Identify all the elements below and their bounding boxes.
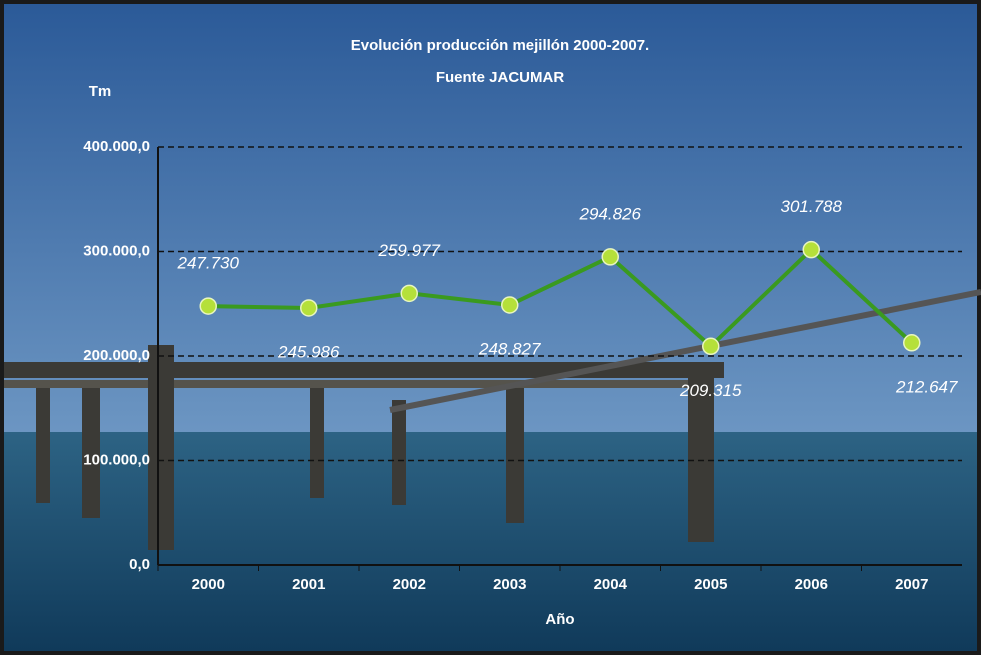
x-axis-label: Año xyxy=(545,611,574,628)
value-label: 247.730 xyxy=(177,254,240,273)
y-axis-label: Tm xyxy=(89,83,112,100)
marker xyxy=(300,299,318,317)
value-label: 294.826 xyxy=(579,204,642,223)
value-label: 259.977 xyxy=(378,241,441,260)
x-tick-label: 2003 xyxy=(493,576,526,593)
y-tick-label: 200.000,0 xyxy=(83,347,150,364)
value-label: 248.827 xyxy=(478,339,541,358)
chart-subtitle: Fuente JACUMAR xyxy=(436,69,565,86)
marker xyxy=(400,284,418,303)
value-label: 245.986 xyxy=(277,342,340,361)
chart-title: Evolución producción mejillón 2000-2007. xyxy=(351,37,649,54)
x-tick-label: 2001 xyxy=(292,576,325,593)
pier xyxy=(4,289,981,550)
marker xyxy=(501,296,519,314)
x-tick-label: 2006 xyxy=(795,576,828,593)
value-label: 301.788 xyxy=(781,197,843,216)
marker xyxy=(802,240,820,259)
value-label: 209.315 xyxy=(679,381,742,400)
x-tick-label: 2005 xyxy=(694,576,727,593)
y-tick-label: 400.000,0 xyxy=(83,138,150,155)
y-tick-label: 100.000,0 xyxy=(83,451,150,468)
marker xyxy=(702,337,720,356)
x-tick-label: 2004 xyxy=(594,576,628,593)
x-tick-label: 2000 xyxy=(192,576,225,593)
y-tick-label: 300.000,0 xyxy=(83,242,150,259)
x-tick-label: 2007 xyxy=(895,576,928,593)
marker xyxy=(903,334,921,352)
line xyxy=(208,246,914,349)
value-label: 212.647 xyxy=(895,377,958,396)
marker xyxy=(601,248,619,266)
y-tick-label: 0,0 xyxy=(129,556,150,573)
x-tick-label: 2002 xyxy=(393,576,426,593)
marker xyxy=(199,297,217,315)
